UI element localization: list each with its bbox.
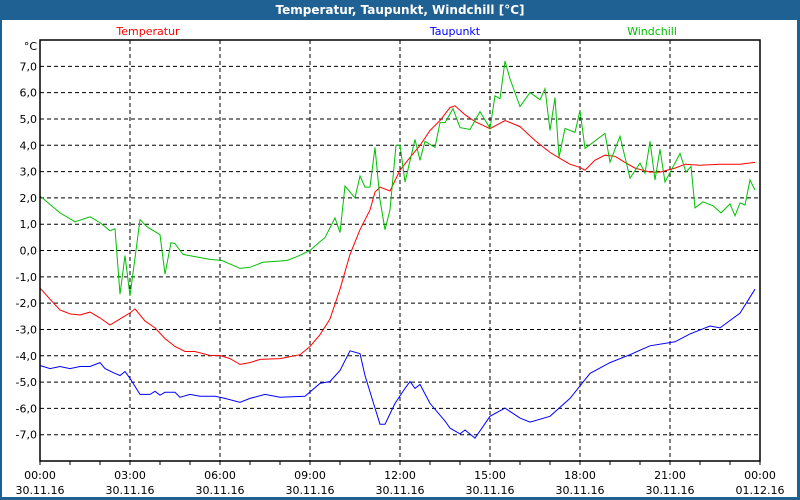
x-tick-date: 30.11.16 <box>16 484 65 497</box>
y-tick-label: -2,0 <box>16 297 37 310</box>
x-tick-time: 09:00 <box>294 469 326 482</box>
legend-temperatur: Temperatur <box>115 25 180 38</box>
x-tick-date: 30.11.16 <box>286 484 335 497</box>
legend-taupunkt: Taupunkt <box>429 25 481 38</box>
series-line-taupunkt <box>39 288 756 439</box>
x-tick-date: 30.11.16 <box>196 484 245 497</box>
series-line-windchill <box>39 60 756 297</box>
x-tick-time: 12:00 <box>384 469 416 482</box>
x-tick-date: 30.11.16 <box>106 484 155 497</box>
y-tick-label: 7,0 <box>20 60 38 73</box>
y-tick-label: 3,0 <box>20 166 38 179</box>
x-tick-time: 03:00 <box>114 469 146 482</box>
window-title: Temperatur, Taupunkt, Windchill [°C] <box>275 3 525 17</box>
x-tick-date: 30.11.16 <box>646 484 695 497</box>
y-tick-label: 1,0 <box>20 218 38 231</box>
y-tick-label: 4,0 <box>20 139 38 152</box>
x-tick-time: 00:00 <box>24 469 56 482</box>
y-axis-unit: °C <box>24 40 38 53</box>
y-tick-label: -3,0 <box>16 323 37 336</box>
y-tick-label: 2,0 <box>20 192 38 205</box>
x-tick-time: 21:00 <box>654 469 686 482</box>
y-tick-label: -5,0 <box>16 376 37 389</box>
x-tick-date: 30.11.16 <box>466 484 515 497</box>
y-tick-label: 0,0 <box>20 245 38 258</box>
y-tick-label: -7,0 <box>16 429 37 442</box>
y-tick-label: -6,0 <box>16 402 37 415</box>
y-tick-label: -4,0 <box>16 350 37 363</box>
y-tick-label: 5,0 <box>20 113 38 126</box>
x-tick-date: 30.11.16 <box>556 484 605 497</box>
plot-frame <box>39 39 761 462</box>
y-tick-label: 6,0 <box>20 87 38 100</box>
legend-windchill: Windchill <box>627 25 677 38</box>
series-line-temperatur <box>39 105 756 365</box>
x-tick-time: 00:00 <box>744 469 776 482</box>
x-tick-time: 18:00 <box>564 469 596 482</box>
y-tick-label: -1,0 <box>16 271 37 284</box>
x-tick-date: 01.12.16 <box>736 484 785 497</box>
x-tick-time: 06:00 <box>204 469 236 482</box>
x-tick-date: 30.11.16 <box>376 484 425 497</box>
x-tick-time: 15:00 <box>474 469 506 482</box>
